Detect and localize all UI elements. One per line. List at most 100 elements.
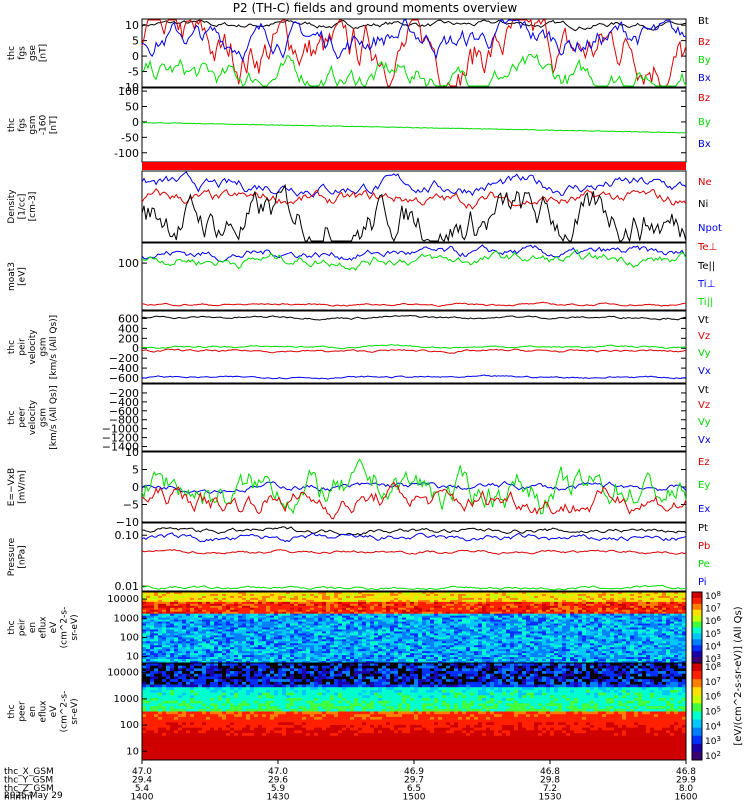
panel-10-cell: [202, 639, 207, 642]
panel-10-cell: [586, 611, 591, 614]
panel-10-cell: [258, 605, 263, 609]
panel-10-cell: [470, 607, 475, 611]
panel-10-cell: [362, 609, 367, 613]
panel-10-cell: [350, 593, 355, 597]
panel-10-cell: [142, 631, 147, 634]
panel-10-cell: [182, 657, 187, 660]
panel-10-cell: [510, 603, 515, 607]
panel-10-cell: [586, 647, 591, 650]
panel-10-cell: [514, 609, 519, 613]
panel-10-cell: [402, 629, 407, 632]
panel-10-cell: [394, 639, 399, 642]
panel-10-cell: [210, 601, 215, 605]
panel-10-cell: [318, 601, 323, 605]
panel-10-cell: [462, 659, 467, 662]
panel-10-cell: [566, 659, 571, 662]
panel-10-cell: [330, 653, 335, 656]
panel-10-cell: [482, 615, 487, 618]
panel-10-cell: [402, 641, 407, 644]
panel-6-tick-label: 400: [118, 322, 139, 335]
panel-10-cell: [318, 605, 323, 609]
panel-10-cell: [462, 593, 467, 597]
panel-10-cell: [558, 627, 563, 630]
panel-10-cell: [630, 647, 635, 650]
panel-10-cell: [534, 592, 539, 595]
panel-10-cell: [398, 611, 403, 614]
panel-10-cell: [258, 625, 263, 628]
panel-10-cell: [418, 653, 423, 656]
panel-10-cell: [298, 623, 303, 626]
panel-10-cell: [370, 597, 375, 601]
panel-10-cell: [634, 651, 639, 654]
panel-10-cell: [614, 649, 619, 652]
panel-10-cell: [302, 609, 307, 613]
panel-10-cell: [246, 603, 251, 607]
panel-10-cell: [194, 635, 199, 638]
panel-10-cell: [490, 635, 495, 638]
panel-10-cell: [142, 651, 147, 654]
panel-10-cell: [346, 609, 351, 613]
panel-10-cell: [250, 617, 255, 620]
panel-10-cell: [150, 651, 155, 654]
panel-10-cell: [426, 625, 431, 628]
panel-10-cell: [246, 592, 251, 595]
panel-10-cell: [262, 613, 267, 616]
panel-10-cell: [362, 601, 367, 605]
panel-10-cell: [630, 611, 635, 614]
panel-10-cell: [658, 629, 663, 632]
panel-10-cell: [386, 623, 391, 626]
panel-10-cell: [418, 597, 423, 601]
panel-10-cell: [174, 637, 179, 640]
panel-10-cell: [366, 633, 371, 636]
panel-10-cell: [654, 611, 659, 614]
panel-10-cell: [578, 649, 583, 652]
panel-10-cell: [342, 599, 347, 603]
panel-10-cell: [322, 645, 327, 648]
panel-10-cell: [646, 655, 651, 658]
panel-10-cell: [394, 651, 399, 654]
panel-10-cell: [318, 659, 323, 662]
panel-10-cell: [554, 607, 559, 611]
panel-10-cell: [222, 659, 227, 662]
panel-10-cell: [406, 623, 411, 626]
panel-10-cell: [438, 649, 443, 652]
panel-10-cell: [202, 613, 207, 616]
panel-10-cell: [418, 651, 423, 654]
panel-10-cell: [230, 623, 235, 626]
panel-10-cell: [590, 623, 595, 626]
panel-10-cell: [234, 633, 239, 636]
panel-10-cell: [394, 592, 399, 595]
panel-10-cell: [282, 593, 287, 597]
panel-10-cell: [514, 655, 519, 658]
panel-10-cell: [282, 659, 287, 662]
panel-10-cell: [618, 615, 623, 618]
panel-10-cell: [434, 595, 439, 599]
panel-10-cell: [198, 629, 203, 632]
panel-10-cell: [242, 623, 247, 626]
panel-10-cell: [574, 593, 579, 597]
panel-10-cell: [398, 637, 403, 640]
panel-10-cell: [478, 607, 483, 611]
panel-10-cell: [450, 645, 455, 648]
panel-10-cell: [218, 599, 223, 603]
panel-10-cell: [290, 611, 295, 614]
panel-10-cell: [206, 641, 211, 644]
panel-10-cell: [650, 653, 655, 656]
panel-10-cell: [586, 607, 591, 611]
panel-10-cell: [510, 617, 515, 620]
panel-10-cell: [170, 643, 175, 646]
panel-10-cell: [290, 653, 295, 656]
panel-10-cell: [230, 653, 235, 656]
panel-10-cell: [554, 592, 559, 595]
panel-10-cell: [522, 643, 527, 646]
panel-10-cell: [646, 649, 651, 652]
panel-10-cell: [294, 595, 299, 599]
panel-10-cell: [198, 605, 203, 609]
panel-10-cell: [426, 603, 431, 607]
panel-10-cell: [442, 621, 447, 624]
panel-10-cell: [314, 631, 319, 634]
panel-10-cell: [426, 643, 431, 646]
panel-10-cell: [178, 647, 183, 650]
panel-10-cell: [614, 603, 619, 607]
panel-10-cell: [410, 627, 415, 630]
